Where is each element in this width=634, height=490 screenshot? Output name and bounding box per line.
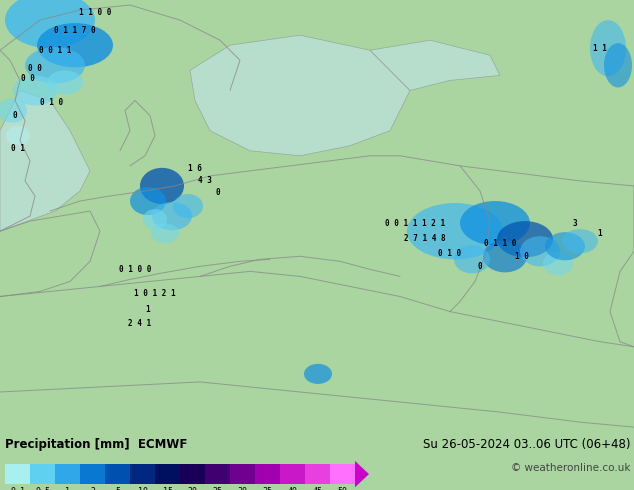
Ellipse shape [562,229,598,253]
Text: 0 1 1 0: 0 1 1 0 [484,239,516,248]
Text: 0: 0 [13,111,17,120]
Text: 1 6: 1 6 [188,164,202,173]
Text: 0.1: 0.1 [10,487,25,490]
Text: 1: 1 [65,487,70,490]
Bar [205,464,230,484]
Bar [80,464,105,484]
Bar [180,464,205,484]
Text: 35: 35 [262,487,273,490]
Bar [30,464,55,484]
Ellipse shape [604,43,632,87]
Text: 0 0: 0 0 [28,64,42,73]
Bar [105,464,130,484]
Text: 10: 10 [138,487,148,490]
Ellipse shape [407,203,503,259]
Ellipse shape [520,236,560,267]
Bar [255,464,280,484]
Ellipse shape [0,98,27,122]
Text: 1 0 1 2 1: 1 0 1 2 1 [134,289,176,298]
Text: 0 1 0: 0 1 0 [439,249,462,258]
Ellipse shape [590,20,626,76]
Ellipse shape [543,251,573,275]
Bar [330,464,355,484]
Text: 2 7 1 4 8: 2 7 1 4 8 [404,234,446,243]
Text: 2: 2 [90,487,95,490]
Polygon shape [370,40,500,91]
Ellipse shape [151,223,179,243]
Bar [230,464,255,484]
Text: 5: 5 [115,487,120,490]
Text: 1: 1 [598,229,602,238]
Ellipse shape [497,221,553,257]
Ellipse shape [13,75,57,105]
Ellipse shape [454,245,490,273]
Text: 2 4 1: 2 4 1 [129,319,152,328]
Polygon shape [0,91,90,231]
Bar [5,464,30,484]
Text: 25: 25 [212,487,223,490]
Ellipse shape [37,23,113,67]
Polygon shape [355,461,369,487]
Text: 40: 40 [288,487,297,490]
Text: Precipitation [mm]  ECMWF: Precipitation [mm] ECMWF [5,438,188,451]
Ellipse shape [483,240,527,272]
Ellipse shape [5,0,95,48]
Ellipse shape [460,201,530,245]
Text: 15: 15 [162,487,172,490]
Text: 0 0: 0 0 [21,74,35,83]
Ellipse shape [143,209,167,229]
Text: 0 1 0: 0 1 0 [41,98,63,107]
Text: © weatheronline.co.uk: © weatheronline.co.uk [512,463,631,473]
Ellipse shape [545,232,585,260]
Text: 4 3: 4 3 [198,176,212,185]
Ellipse shape [173,194,203,218]
Text: 0 1 1 7 0: 0 1 1 7 0 [54,25,96,35]
Ellipse shape [25,47,85,83]
Bar [280,464,305,484]
Ellipse shape [152,202,192,230]
Text: 0: 0 [477,262,482,271]
Bar [155,464,180,484]
Text: 0 0 1 1: 0 0 1 1 [39,46,71,55]
Text: 45: 45 [313,487,323,490]
Bar [55,464,80,484]
Ellipse shape [140,168,184,204]
Text: 20: 20 [188,487,198,490]
Ellipse shape [304,364,332,384]
Text: 0 1: 0 1 [11,144,25,153]
Text: 0 0 1 1 1 2 1: 0 0 1 1 1 2 1 [385,219,445,228]
Text: 1 1: 1 1 [593,44,607,53]
Text: 1 0: 1 0 [515,252,529,261]
Bar [130,464,155,484]
Text: 1 1 0 0: 1 1 0 0 [79,7,111,17]
Ellipse shape [47,71,83,95]
Text: 1: 1 [146,305,150,314]
Text: 3: 3 [573,219,578,228]
Text: 0: 0 [216,189,220,197]
Ellipse shape [6,125,30,146]
Text: Su 26-05-2024 03..06 UTC (06+48): Su 26-05-2024 03..06 UTC (06+48) [424,438,631,451]
Text: 50: 50 [337,487,347,490]
Text: 30: 30 [238,487,247,490]
Bar [305,464,330,484]
Text: 0 1 0 0: 0 1 0 0 [119,265,151,274]
Text: 0.5: 0.5 [35,487,50,490]
Polygon shape [190,35,410,156]
Ellipse shape [130,187,166,215]
